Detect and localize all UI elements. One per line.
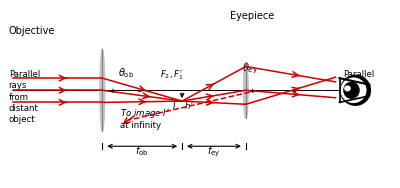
Ellipse shape <box>341 78 366 102</box>
Ellipse shape <box>100 49 105 131</box>
Ellipse shape <box>244 62 248 118</box>
Text: $I$: $I$ <box>172 100 176 111</box>
Text: from: from <box>9 93 29 102</box>
Text: Parallel: Parallel <box>9 70 40 79</box>
Ellipse shape <box>345 86 350 91</box>
Ellipse shape <box>344 82 359 98</box>
Text: Objective: Objective <box>9 26 55 36</box>
Text: Eyepiece: Eyepiece <box>230 11 274 21</box>
Text: $f_{\rm ey}$: $f_{\rm ey}$ <box>207 144 221 158</box>
Ellipse shape <box>340 75 370 105</box>
Text: $\theta_{\rm ob}$: $\theta_{\rm ob}$ <box>118 66 134 80</box>
Text: $h'$: $h'$ <box>184 100 194 111</box>
Text: To image $I'$: To image $I'$ <box>120 107 170 120</box>
Text: Parallel: Parallel <box>344 70 375 79</box>
Text: $f_{\rm ob}$: $f_{\rm ob}$ <box>136 144 149 158</box>
Text: rays: rays <box>344 81 362 90</box>
Text: rays: rays <box>9 81 27 90</box>
Text: $F_2, F_1^\prime$: $F_2, F_1^\prime$ <box>160 68 184 82</box>
Text: distant: distant <box>9 104 38 113</box>
Text: $\theta_{\rm ey}$: $\theta_{\rm ey}$ <box>242 62 258 76</box>
Text: object: object <box>9 115 35 124</box>
Text: at infinity: at infinity <box>120 121 162 130</box>
